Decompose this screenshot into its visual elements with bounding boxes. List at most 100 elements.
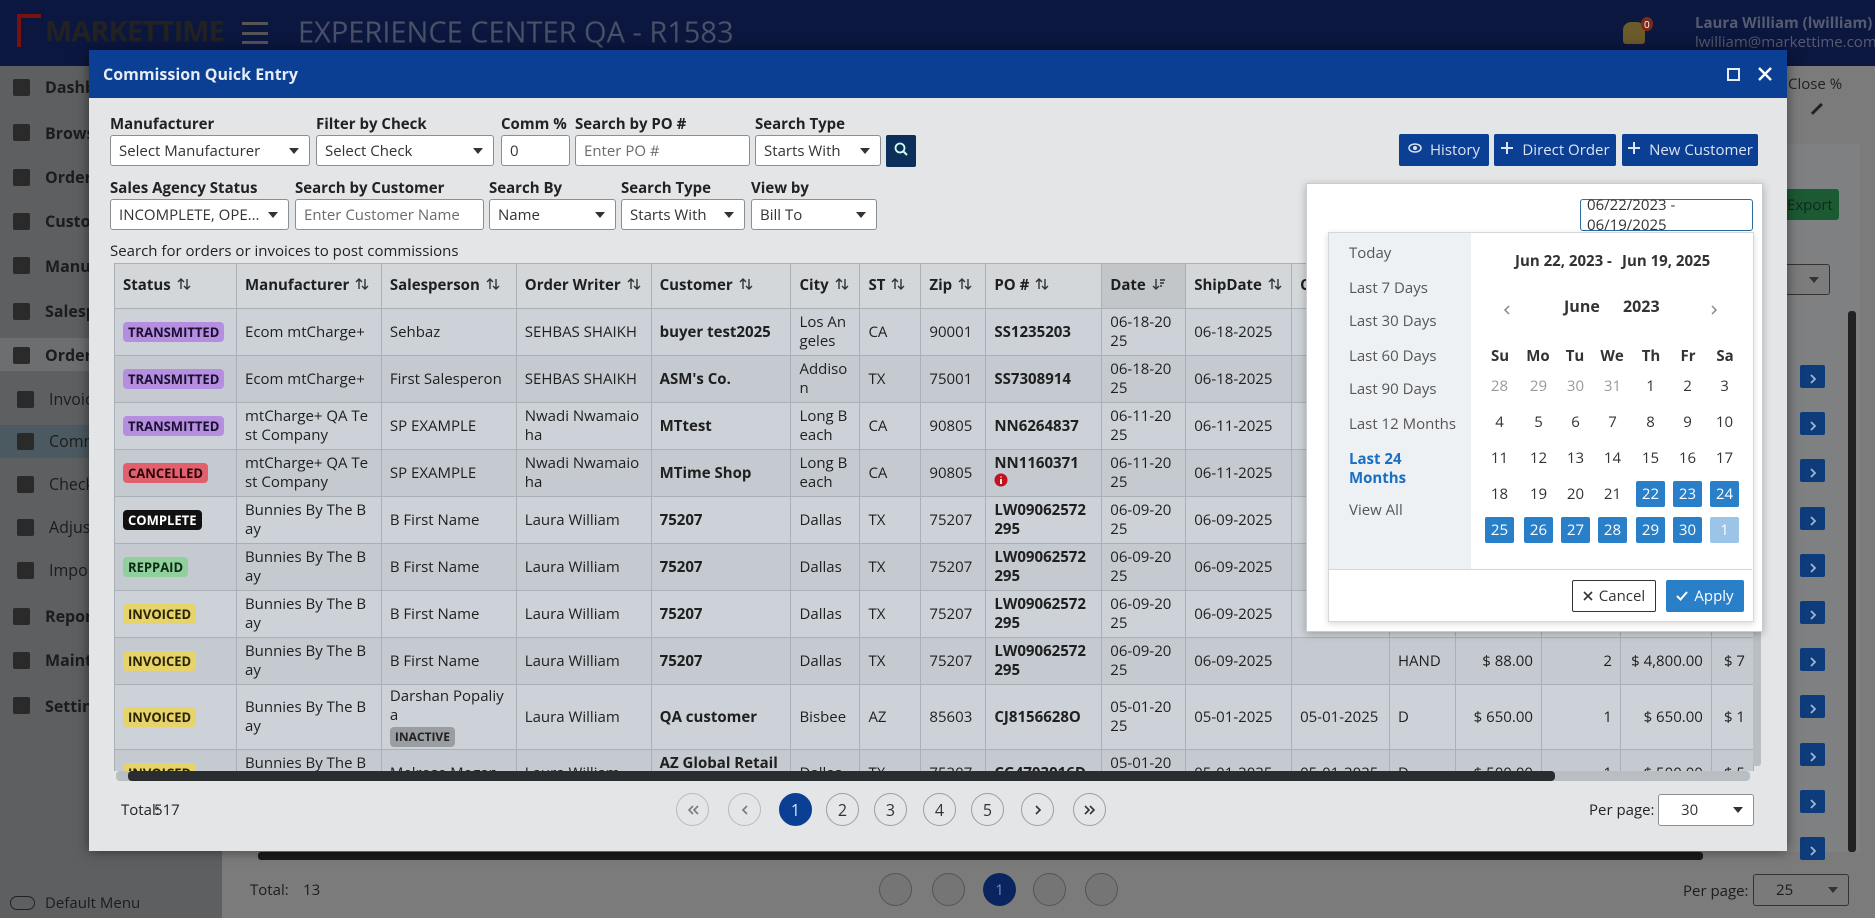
calendar-day[interactable]: 26	[1524, 517, 1553, 543]
calendar-day[interactable]: 29	[1529, 376, 1548, 396]
bg-row-button[interactable]	[1800, 365, 1825, 388]
page-nav[interactable]	[676, 793, 709, 826]
range-option[interactable]: Last 30 Days	[1349, 311, 1437, 331]
filter-control[interactable]: Name	[489, 199, 616, 230]
table-cell: Laura William	[515, 590, 652, 638]
calendar-day[interactable]: 14	[1603, 448, 1622, 468]
calendar-day[interactable]: 30	[1673, 517, 1702, 543]
filter-control[interactable]: Enter PO #	[575, 135, 750, 166]
calendar-day[interactable]: 30	[1566, 376, 1585, 396]
calendar-day[interactable]: 1	[1646, 376, 1655, 396]
bg-row-button[interactable]	[1800, 601, 1825, 624]
cell-text: 05-01-2025	[1300, 706, 1379, 727]
calendar-day[interactable]: 10	[1715, 412, 1734, 432]
page-nav[interactable]	[1021, 793, 1054, 826]
range-option[interactable]: Last 90 Days	[1349, 379, 1437, 399]
calendar-day[interactable]: 17	[1715, 448, 1734, 468]
calendar-day[interactable]: 8	[1646, 412, 1655, 432]
filter-control[interactable]: Enter Customer Name	[295, 199, 484, 230]
calendar-day[interactable]: 3	[1720, 376, 1729, 396]
calendar-day[interactable]: 31	[1603, 376, 1622, 396]
bg-row-button[interactable]	[1800, 507, 1825, 530]
page-button[interactable]: 4	[923, 793, 956, 826]
calendar-day[interactable]: 29	[1636, 517, 1665, 543]
calendar-day[interactable]: 7	[1608, 412, 1617, 432]
filter-control[interactable]: Select Check	[316, 135, 494, 166]
picker-input[interactable]: 06/22/2023 - 06/19/2025	[1580, 195, 1753, 235]
calendar-day[interactable]: 5	[1534, 412, 1543, 432]
range-option[interactable]: Last 60 Days	[1349, 346, 1437, 366]
bg-row-button[interactable]	[1800, 790, 1825, 813]
calendar-day[interactable]: 27	[1561, 517, 1590, 543]
calendar-day[interactable]: 28	[1490, 376, 1509, 396]
calendar-day[interactable]: 12	[1529, 448, 1548, 468]
range-option[interactable]: Last 24 Months	[1349, 449, 1407, 488]
filter-control[interactable]: 0	[501, 135, 570, 166]
filter-control[interactable]: INCOMPLETE, OPE...	[110, 199, 289, 230]
per-page-select[interactable]: 30	[1658, 794, 1754, 826]
action-button[interactable]: Direct Order	[1494, 134, 1616, 166]
calendar-day[interactable]: 23	[1673, 481, 1702, 507]
calendar-day[interactable]: 15	[1641, 448, 1660, 468]
calendar-day[interactable]: 22	[1636, 481, 1665, 507]
calendar-day[interactable]: 24	[1710, 481, 1739, 507]
cell-text: D	[1398, 706, 1409, 727]
menu-icon[interactable]	[242, 22, 268, 44]
calendar-day[interactable]: 13	[1566, 448, 1585, 468]
calendar-day[interactable]: 4	[1495, 412, 1504, 432]
bg-row-button[interactable]	[1800, 743, 1825, 766]
bg-row-button[interactable]	[1800, 837, 1825, 860]
bg-page-nav[interactable]	[1085, 873, 1118, 906]
month-nav[interactable]	[1502, 299, 1516, 315]
cancel-button[interactable]: Cancel	[1572, 580, 1656, 612]
calendar-day[interactable]: 16	[1678, 448, 1697, 468]
calendar-day[interactable]: 18	[1490, 484, 1509, 504]
bg-page-nav[interactable]	[1033, 873, 1066, 906]
column-header: Customer	[650, 263, 792, 309]
bg-page-nav[interactable]	[879, 873, 912, 906]
filter-control[interactable]: Select Manufacturer	[110, 135, 310, 166]
calendar-day[interactable]: 9	[1683, 412, 1692, 432]
menu-toggle[interactable]	[10, 896, 35, 910]
filter-control[interactable]: Starts With	[755, 135, 881, 166]
bg-row-button[interactable]	[1800, 648, 1825, 671]
page-button[interactable]: 1	[779, 793, 812, 826]
calendar-day[interactable]: 11	[1490, 448, 1509, 468]
column-header: Salesperson	[380, 263, 517, 309]
bg-per-page[interactable]: 25	[1753, 874, 1849, 906]
calendar-day[interactable]: 21	[1603, 484, 1622, 504]
page-nav[interactable]	[1073, 793, 1106, 826]
calendar-day[interactable]: 2	[1683, 376, 1692, 396]
bg-page-nav[interactable]	[932, 873, 965, 906]
range-option[interactable]: Last 12 Months	[1349, 414, 1457, 434]
search-button[interactable]	[886, 135, 916, 167]
action-button[interactable]: History	[1399, 134, 1489, 166]
close-icon[interactable]	[1757, 66, 1774, 83]
calendar-day[interactable]: 19	[1529, 484, 1548, 504]
bg-row-button[interactable]	[1800, 412, 1825, 435]
sidebar-icon	[17, 391, 34, 408]
range-option[interactable]: View All	[1349, 500, 1403, 520]
range-option[interactable]: Last 7 Days	[1349, 278, 1428, 298]
bg-row-button[interactable]	[1800, 695, 1825, 718]
calendar-day[interactable]: 6	[1571, 412, 1580, 432]
bg-row-button[interactable]	[1800, 554, 1825, 577]
page-nav[interactable]	[728, 793, 761, 826]
bg-page[interactable]: 1	[983, 873, 1016, 906]
page-button[interactable]: 2	[826, 793, 859, 826]
bg-row-button[interactable]	[1800, 459, 1825, 482]
filter-control[interactable]: Starts With	[621, 199, 745, 230]
range-option[interactable]: Today	[1349, 243, 1392, 263]
month-nav[interactable]	[1709, 299, 1723, 315]
page-button[interactable]: 5	[971, 793, 1004, 826]
action-button[interactable]: New Customer	[1622, 134, 1758, 166]
calendar-day[interactable]: 20	[1566, 484, 1585, 504]
modal-title: Commission Quick Entry	[103, 63, 298, 85]
calendar-day[interactable]: 1	[1710, 517, 1739, 543]
calendar-day[interactable]: 25	[1485, 517, 1514, 543]
maximize-icon[interactable]	[1727, 68, 1740, 81]
filter-control[interactable]: Bill To	[751, 199, 877, 230]
apply-button[interactable]: Apply	[1666, 580, 1744, 612]
calendar-day[interactable]: 28	[1598, 517, 1627, 543]
page-button[interactable]: 3	[874, 793, 907, 826]
